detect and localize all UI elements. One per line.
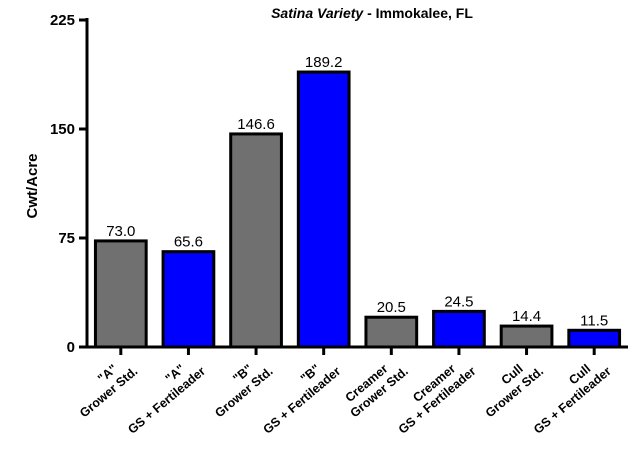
x-tick-label: CullGrower Std.: [473, 353, 546, 421]
bar: [434, 311, 485, 347]
x-axis-ticks: "A"Grower Std. "A"GS + Fertileader "B"Grow…: [67, 347, 613, 437]
bar: [366, 317, 417, 347]
svg-text:CreamerGrower Std.: CreamerGrower Std.: [338, 353, 411, 421]
bar-data-label: 20.5: [377, 299, 406, 316]
bar-data-label: 14.4: [512, 308, 541, 325]
bar-data-label: 189.2: [305, 54, 343, 71]
y-axis-ticks: 0 75 150 225: [50, 12, 87, 356]
bar-data-label: 146.6: [237, 116, 275, 133]
svg-text:"A"Grower Std.: "A"Grower Std.: [67, 353, 140, 421]
chart-title: Satina Variety - Immokalee, FL: [271, 5, 473, 21]
bar: [95, 241, 146, 347]
bar: [231, 134, 282, 347]
svg-text:Satina Variety - Immokalee, FL: Satina Variety - Immokalee, FL: [271, 5, 473, 21]
y-tick-label: 0: [67, 339, 75, 356]
x-tick-label: "B"Grower Std.: [203, 353, 276, 421]
bar: [163, 252, 214, 347]
bar: [501, 326, 552, 347]
bar-data-label: 73.0: [106, 223, 135, 240]
bars-group: [95, 72, 619, 347]
y-tick-label: 150: [50, 121, 75, 138]
bar-data-label: 11.5: [580, 312, 608, 329]
chart-title-italic: Satina Variety: [271, 5, 364, 21]
bar: [569, 330, 620, 347]
bar: [298, 72, 349, 347]
x-tick-label: "A"Grower Std.: [67, 353, 140, 421]
svg-text:"B"Grower Std.: "B"Grower Std.: [203, 353, 276, 421]
y-tick-label: 225: [50, 12, 75, 29]
bar-data-label: 24.5: [444, 293, 473, 310]
y-tick-label: 75: [58, 230, 75, 247]
bar-data-label: 65.6: [174, 234, 203, 251]
y-axis-label: Cwt/Acre: [24, 153, 41, 218]
x-tick-label: CreamerGrower Std.: [338, 353, 411, 421]
chart-title-rest: - Immokalee, FL: [363, 5, 473, 21]
svg-text:CullGrower Std.: CullGrower Std.: [473, 353, 546, 421]
